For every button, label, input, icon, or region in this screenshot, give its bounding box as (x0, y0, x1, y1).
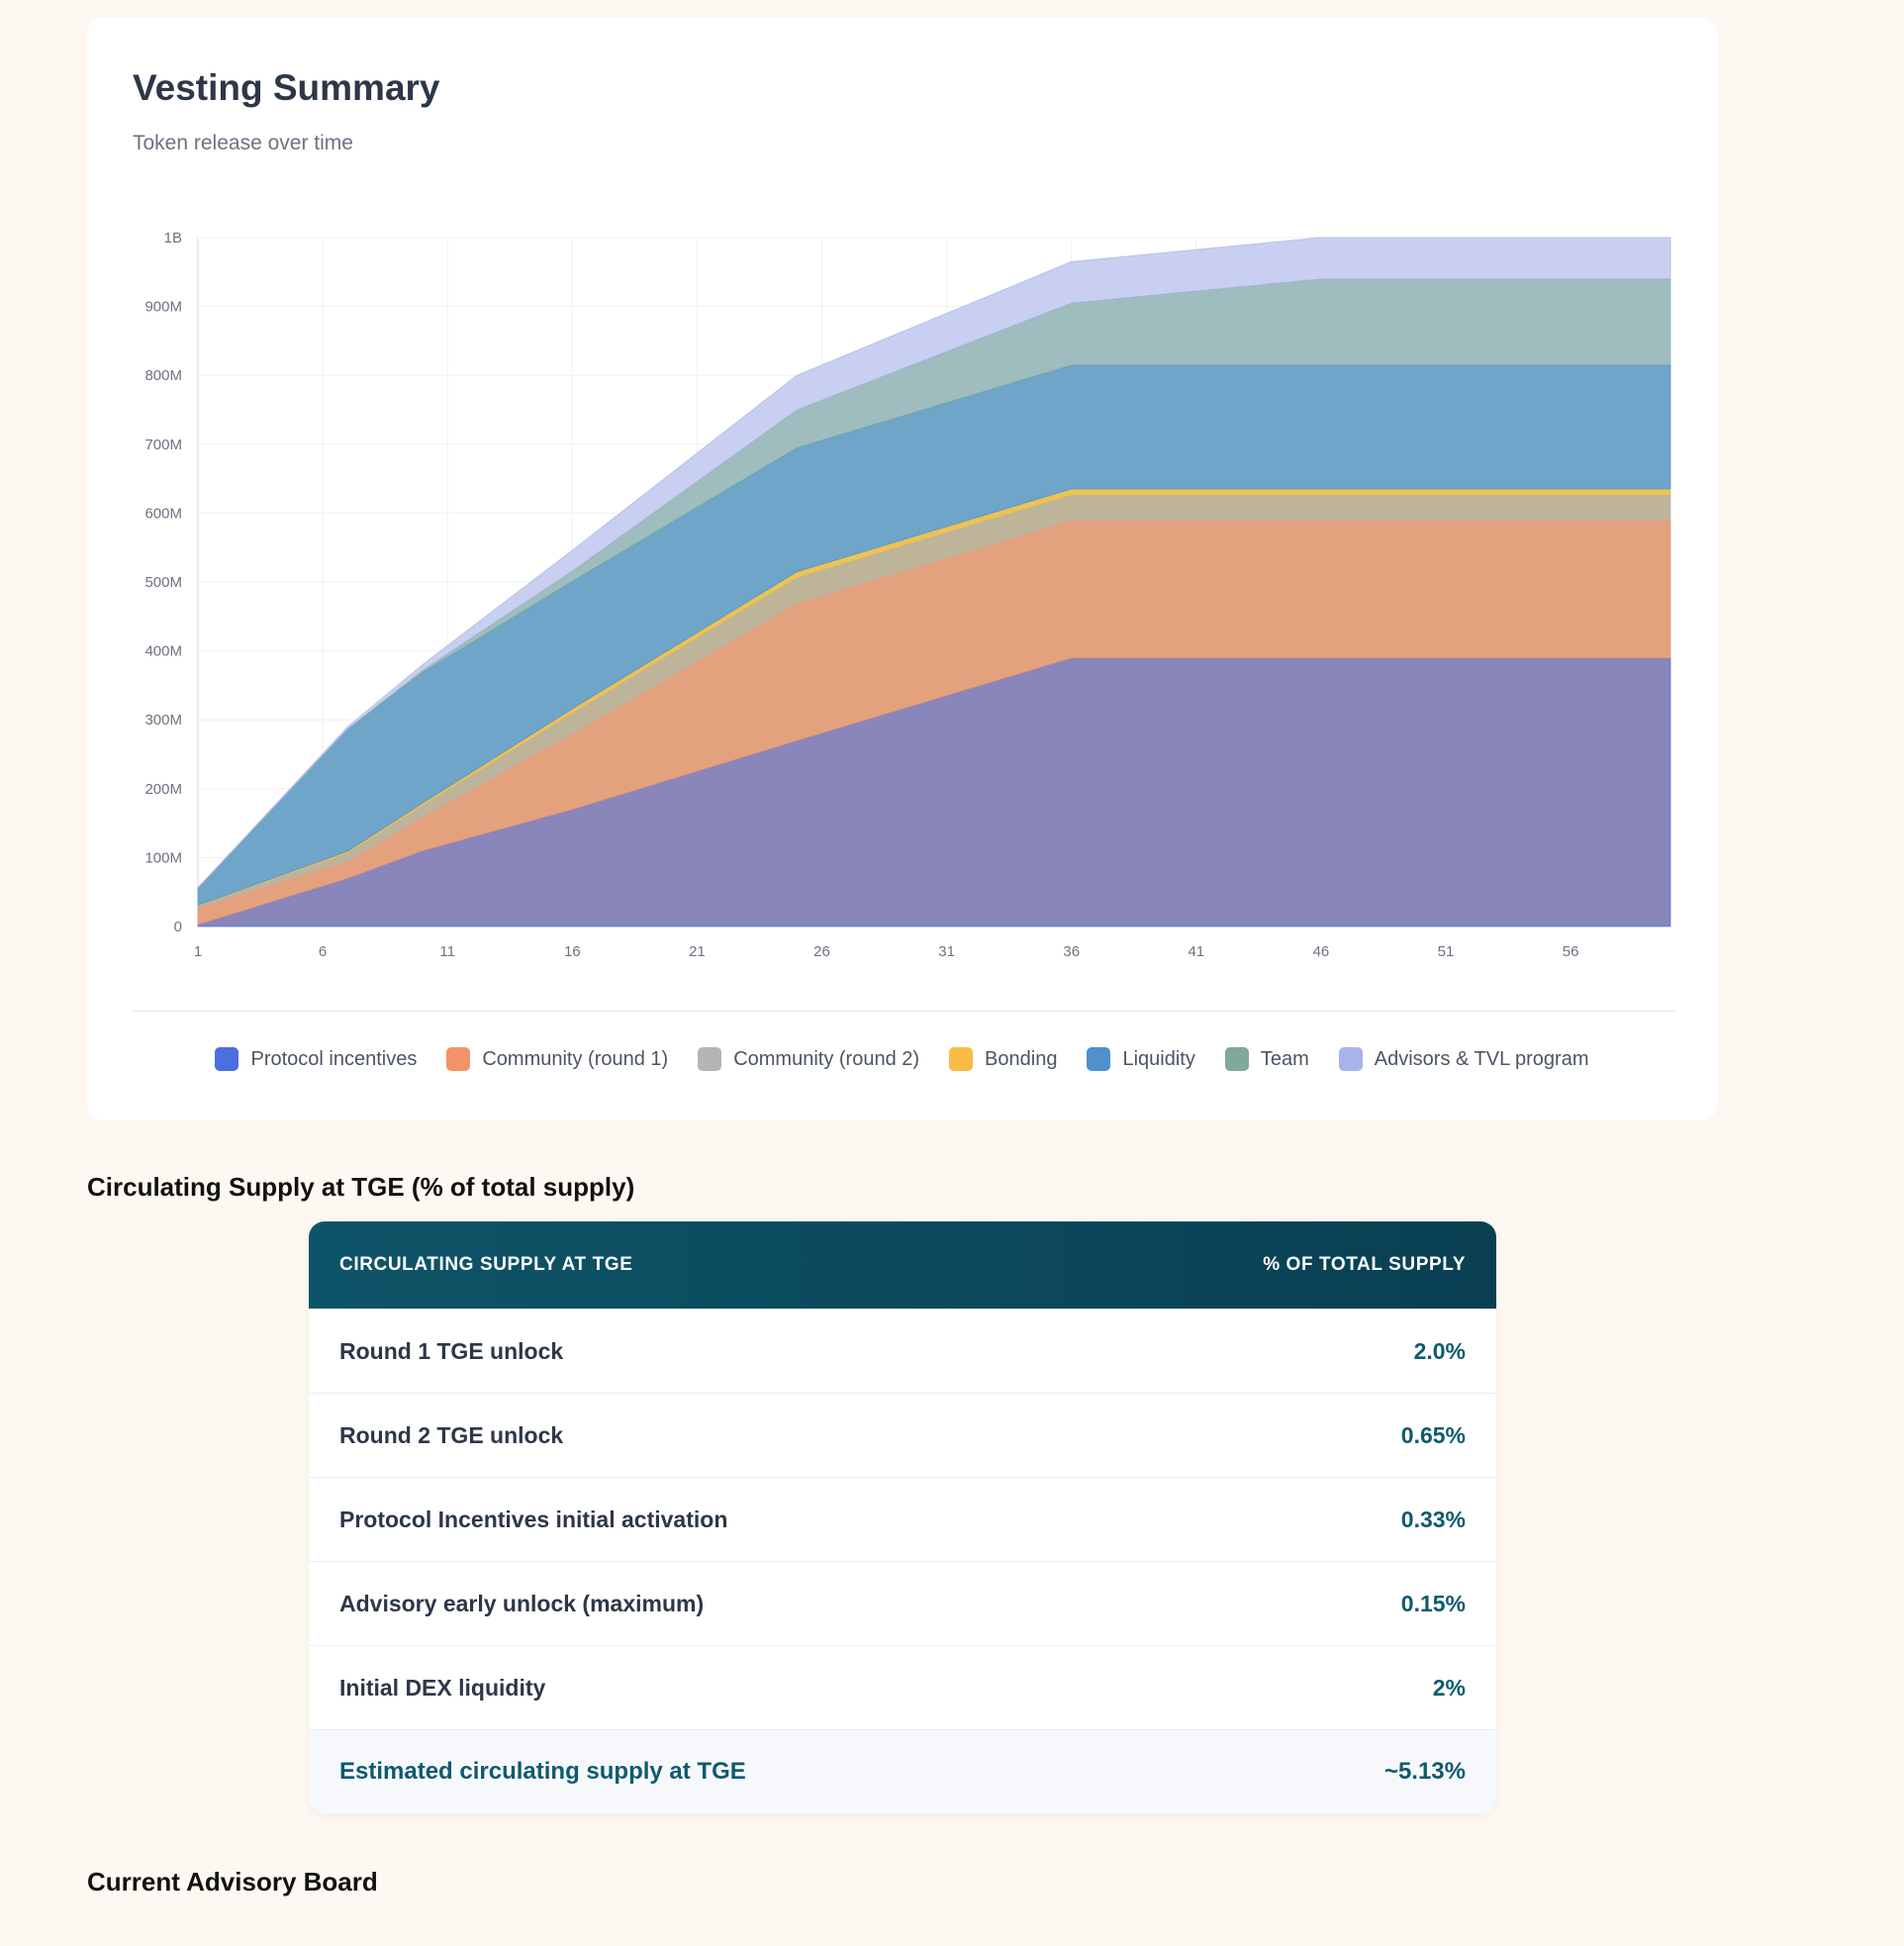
legend-label: Advisors & TVL program (1374, 1047, 1589, 1070)
chart-title: Vesting Summary (133, 67, 440, 108)
x-tick-label: 6 (319, 943, 327, 960)
x-tick-label: 36 (1063, 943, 1080, 960)
legend-item: Liquidity (1087, 1047, 1195, 1071)
row-value: 2% (1432, 1674, 1466, 1701)
row-label: Initial DEX liquidity (339, 1674, 546, 1701)
row-label: Advisory early unlock (maximum) (339, 1590, 705, 1616)
y-tick-label: 0 (174, 919, 182, 935)
x-tick-label: 21 (689, 943, 706, 960)
legend-item: Team (1224, 1047, 1309, 1071)
row-label: Round 2 TGE unlock (339, 1421, 564, 1448)
legend-label: Bonding (985, 1047, 1058, 1070)
table-row: Round 2 TGE unlock 0.65% (309, 1393, 1496, 1477)
advisory-section-heading: Current Advisory Board (87, 1867, 378, 1897)
y-tick-label: 900M (144, 299, 182, 316)
y-tick-label: 300M (144, 712, 182, 729)
chart-legend: Protocol incentives Community (round 1) Co… (87, 1047, 1717, 1071)
area-series (197, 237, 1671, 889)
legend-label: Community (round 2) (733, 1047, 920, 1070)
chart-divider (133, 1011, 1675, 1012)
vesting-area-chart: 0 100M 200M 300M 400M 500M 600M 700M 800M 900M 1B 1… (144, 230, 1671, 960)
row-value: 0.65% (1400, 1421, 1466, 1448)
legend-swatch (446, 1047, 471, 1071)
legend-item: Protocol incentives (215, 1047, 417, 1071)
legend-swatch (949, 1047, 974, 1071)
legend-item: Advisors & TVL program (1338, 1047, 1589, 1071)
row-value: 0.33% (1400, 1506, 1466, 1532)
legend-swatch (1338, 1047, 1363, 1071)
y-tick-label: 500M (144, 574, 182, 591)
total-label: Estimated circulating supply at TGE (339, 1758, 746, 1785)
y-tick-label: 400M (144, 643, 182, 660)
legend-swatch (215, 1047, 239, 1071)
supply-section-heading: Circulating Supply at TGE (% of total su… (87, 1172, 635, 1202)
total-row: Estimated circulating supply at TGE ~5.1… (309, 1729, 1496, 1813)
legend-label: Liquidity (1122, 1047, 1195, 1070)
y-tick-label: 800M (144, 367, 182, 384)
column-header-label: CIRCULATING SUPPLY AT TGE (339, 1254, 633, 1275)
x-tick-label: 51 (1438, 943, 1455, 960)
legend-label: Protocol incentives (250, 1047, 418, 1070)
total-value: ~5.13% (1383, 1758, 1466, 1785)
row-label: Protocol Incentives initial activation (339, 1506, 728, 1532)
legend-item: Bonding (949, 1047, 1057, 1071)
legend-swatch (698, 1047, 722, 1071)
supply-table: CIRCULATING SUPPLY AT TGE % OF TOTAL SUP… (309, 1221, 1496, 1813)
y-tick-label: 600M (144, 505, 182, 522)
x-tick-label: 46 (1313, 943, 1330, 960)
legend-item: Community (round 2) (698, 1047, 919, 1071)
x-tick-label: 56 (1563, 943, 1579, 960)
x-tick-label: 26 (813, 943, 830, 960)
supply-table-header: CIRCULATING SUPPLY AT TGE % OF TOTAL SUP… (309, 1221, 1496, 1309)
x-tick-label: 11 (439, 943, 455, 960)
y-tick-label: 1B (164, 230, 182, 246)
row-value: 2.0% (1413, 1337, 1466, 1364)
table-row: Initial DEX liquidity 2% (309, 1645, 1496, 1729)
x-tick-label: 16 (564, 943, 581, 960)
x-tick-label: 1 (194, 943, 202, 960)
chart-subtitle: Token release over time (133, 132, 353, 154)
vesting-summary-card: Vesting Summary Token release over time … (87, 18, 1717, 1120)
legend-swatch (1224, 1047, 1249, 1071)
legend-swatch (1087, 1047, 1111, 1071)
y-tick-label: 100M (144, 849, 182, 866)
y-tick-label: 700M (144, 437, 182, 453)
table-row: Round 1 TGE unlock 2.0% (309, 1309, 1496, 1393)
row-label: Round 1 TGE unlock (339, 1337, 564, 1364)
x-tick-label: 41 (1188, 943, 1204, 960)
x-tick-label: 31 (938, 943, 955, 960)
legend-label: Community (round 1) (482, 1047, 669, 1070)
row-value: 0.15% (1400, 1590, 1466, 1616)
legend-label: Team (1260, 1047, 1309, 1070)
table-row: Protocol Incentives initial activation 0… (309, 1477, 1496, 1561)
y-tick-label: 200M (144, 781, 182, 798)
column-header-value: % OF TOTAL SUPPLY (1263, 1254, 1466, 1275)
table-row: Advisory early unlock (maximum) 0.15% (309, 1561, 1496, 1645)
legend-item: Community (round 1) (446, 1047, 668, 1071)
